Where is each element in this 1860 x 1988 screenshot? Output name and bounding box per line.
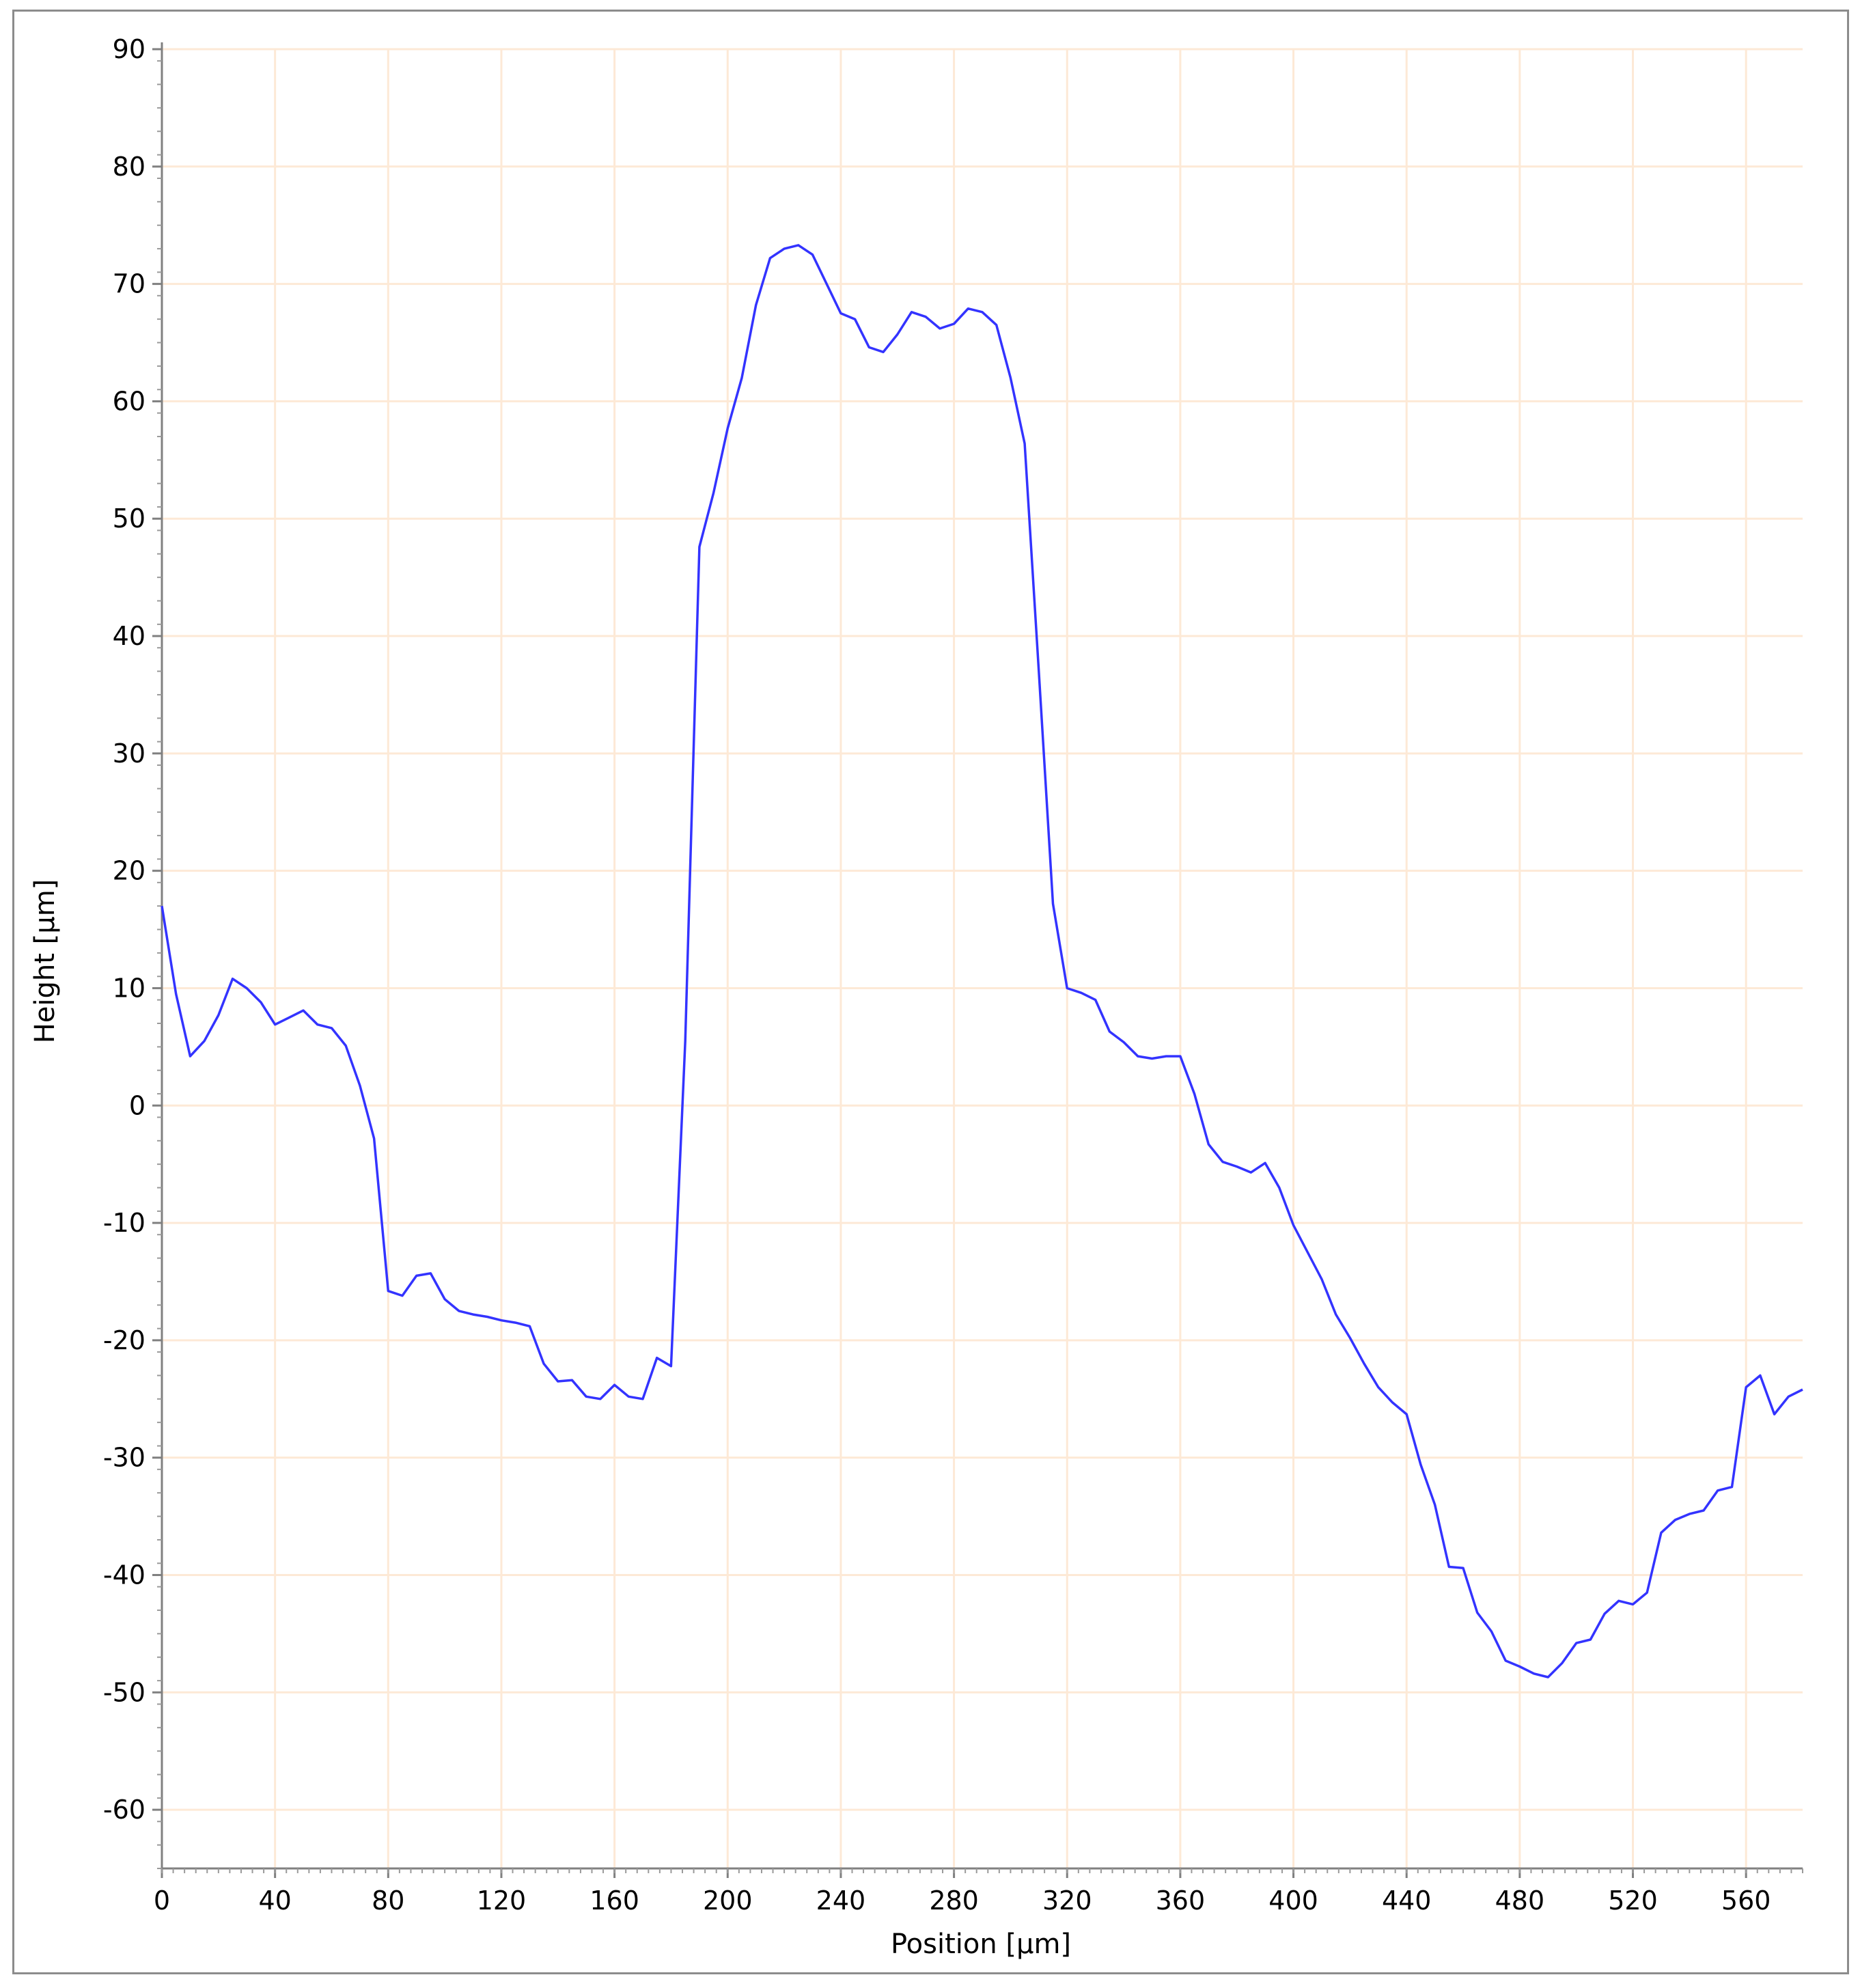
y-tick-label: 90 bbox=[113, 34, 145, 64]
x-axis-ticks: 0 40 80 120 160 200 240 280 320 360 400 440 480 520 56… bbox=[154, 1868, 1803, 1916]
x-tick-label: 240 bbox=[816, 1886, 866, 1916]
y-tick-label: 80 bbox=[113, 152, 145, 182]
y-tick-label: -60 bbox=[103, 1795, 145, 1825]
y-tick-label: -10 bbox=[103, 1208, 145, 1238]
y-tick-label: 40 bbox=[113, 621, 145, 651]
y-axis-ticks: 90 80 70 60 50 40 30 20 10 0 -10 -20 -30 -40 -50 -60 bbox=[103, 34, 162, 1869]
y-tick-label: 10 bbox=[113, 973, 145, 1003]
y-tick-label: 0 bbox=[129, 1090, 145, 1120]
y-tick-label: -30 bbox=[103, 1443, 145, 1473]
series bbox=[161, 244, 1803, 1679]
y-tick-label: 60 bbox=[113, 386, 145, 416]
x-tick-label: 440 bbox=[1382, 1886, 1432, 1916]
x-tick-label: 520 bbox=[1608, 1886, 1658, 1916]
line-chart: 90 80 70 60 50 40 30 20 10 0 -10 -20 -30 -40 -50 -60 0 4… bbox=[29, 34, 1803, 1960]
x-tick-label: 280 bbox=[929, 1886, 979, 1916]
grid bbox=[161, 48, 1803, 1868]
series-line bbox=[161, 244, 1803, 1679]
x-tick-label: 200 bbox=[703, 1886, 753, 1916]
x-tick-label: 120 bbox=[477, 1886, 527, 1916]
y-tick-label: -50 bbox=[103, 1677, 145, 1707]
x-tick-label: 560 bbox=[1721, 1886, 1771, 1916]
y-tick-label: -20 bbox=[103, 1325, 145, 1355]
x-tick-label: 360 bbox=[1156, 1886, 1206, 1916]
chart-frame: 90 80 70 60 50 40 30 20 10 0 -10 -20 -30 -40 -50 -60 0 4… bbox=[12, 10, 1849, 1974]
y-axis-title: Height [µm] bbox=[29, 879, 61, 1044]
x-tick-label: 320 bbox=[1042, 1886, 1092, 1916]
x-tick-label: 40 bbox=[258, 1886, 291, 1916]
y-tick-label: 50 bbox=[113, 503, 145, 534]
x-axis-title: Position [µm] bbox=[891, 1929, 1071, 1960]
x-tick-label: 480 bbox=[1495, 1886, 1545, 1916]
x-tick-label: 80 bbox=[372, 1886, 404, 1916]
axes bbox=[161, 42, 1803, 1870]
y-tick-label: 70 bbox=[113, 269, 145, 299]
x-tick-label: 160 bbox=[589, 1886, 639, 1916]
y-tick-label: -40 bbox=[103, 1560, 145, 1590]
y-tick-label: 30 bbox=[113, 738, 145, 769]
x-tick-label: 0 bbox=[154, 1886, 170, 1916]
y-tick-label: 20 bbox=[113, 856, 145, 886]
x-tick-label: 400 bbox=[1268, 1886, 1318, 1916]
